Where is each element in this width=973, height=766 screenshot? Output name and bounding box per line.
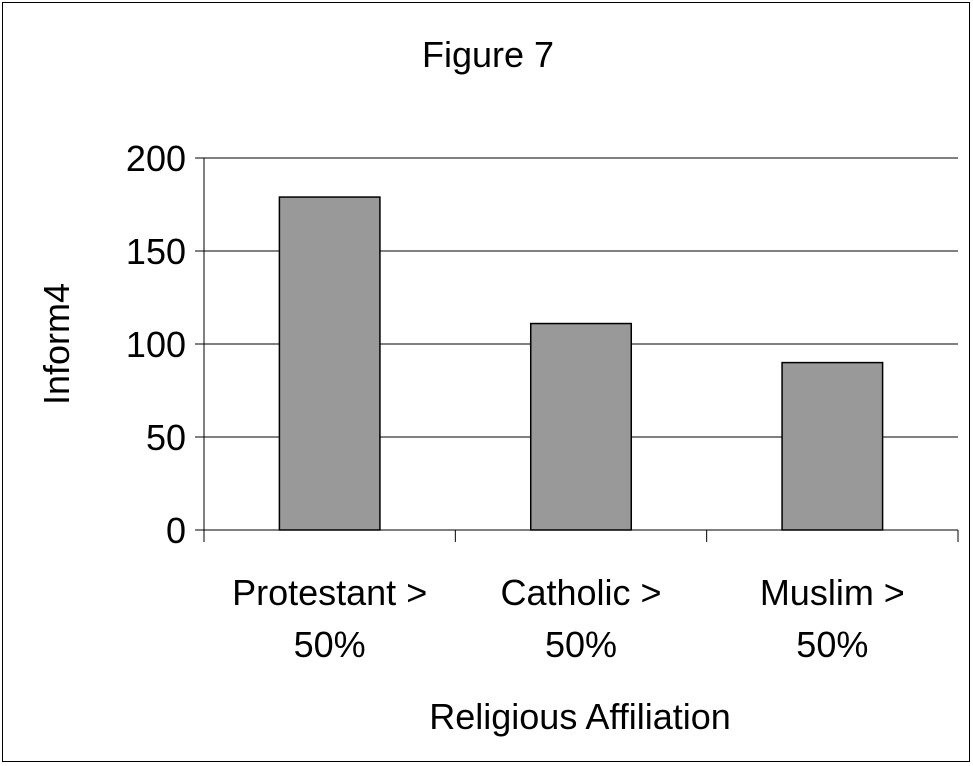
y-tick-label: 150: [126, 231, 186, 272]
axes: [195, 157, 959, 542]
y-tick-label: 100: [126, 324, 186, 365]
y-axis-label: Inform4: [36, 283, 77, 405]
bar: [529, 322, 633, 531]
bars: [278, 196, 884, 531]
x-tick-label: Protestant >50%: [232, 572, 427, 665]
y-tick-label: 200: [126, 138, 186, 179]
y-tick-labels: 0 50 100 150 200: [126, 138, 186, 551]
bar: [781, 361, 884, 531]
chart-title: Figure 7: [422, 34, 554, 75]
y-tick-label: 0: [166, 510, 186, 551]
x-axis-label: Religious Affiliation: [429, 696, 731, 737]
y-tick-label: 50: [146, 417, 186, 458]
x-tick-label: Muslim >50%: [760, 572, 905, 665]
x-tick-label: Catholic >50%: [500, 572, 661, 665]
x-tick-labels: Protestant >50% Catholic >50% Muslim >50%: [232, 572, 905, 665]
bar: [278, 196, 381, 531]
